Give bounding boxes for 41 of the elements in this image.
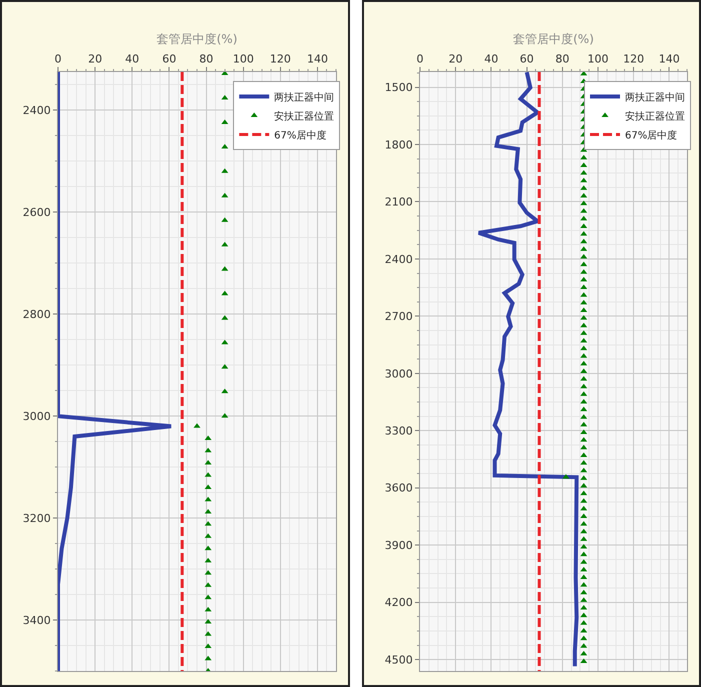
legend-label: 两扶正器中间 — [274, 91, 334, 104]
y-tick-label: 1800 — [384, 138, 413, 152]
y-tick-label: 2600 — [22, 206, 51, 220]
x-tick-label: 60 — [162, 52, 176, 66]
y-tick-label: 2400 — [22, 104, 51, 118]
x-tick-label: 100 — [588, 52, 608, 66]
x-tick-label: 20 — [88, 52, 102, 66]
y-tick-label: 1500 — [384, 81, 413, 94]
x-tick-label: 140 — [658, 52, 680, 66]
x-tick-label: 60 — [520, 52, 534, 66]
legend-label: 67%居中度 — [274, 129, 326, 142]
y-tick-label: 4200 — [384, 596, 413, 610]
legend-label: 安扶正器位置 — [274, 110, 334, 122]
y-tick-label: 3400 — [22, 614, 51, 627]
y-tick-label: 3000 — [22, 410, 51, 423]
x-tick-label: 120 — [270, 52, 291, 66]
x-axis-title: 套管居中度(%) — [156, 32, 238, 46]
x-tick-label: 0 — [416, 52, 424, 66]
x-tick-label: 0 — [54, 52, 62, 66]
x-tick-label: 40 — [125, 52, 140, 66]
legend-label: 两扶正器中间 — [625, 91, 686, 104]
y-tick-label: 3900 — [384, 538, 413, 552]
y-tick-label: 2100 — [384, 196, 413, 209]
y-tick-label: 2700 — [384, 310, 413, 324]
legend-label: 67%居中度 — [625, 129, 678, 142]
y-tick-label: 3300 — [384, 424, 413, 438]
x-tick-label: 20 — [448, 52, 463, 66]
y-tick-label: 2400 — [384, 252, 413, 266]
x-tick-label: 140 — [306, 52, 328, 66]
y-tick-label: 3200 — [22, 512, 51, 525]
x-tick-label: 100 — [232, 52, 254, 66]
y-tick-label: 3600 — [384, 482, 413, 495]
legend-label: 安扶正器位置 — [625, 110, 686, 122]
x-tick-label: 40 — [484, 52, 498, 66]
y-tick-label: 3000 — [384, 367, 413, 380]
y-tick-label: 2800 — [22, 308, 51, 321]
x-tick-label: 80 — [199, 52, 214, 66]
x-axis-title: 套管居中度(%) — [513, 32, 594, 46]
x-tick-label: 120 — [623, 52, 644, 66]
x-tick-label: 80 — [555, 52, 570, 66]
y-tick-label: 4500 — [384, 653, 413, 666]
